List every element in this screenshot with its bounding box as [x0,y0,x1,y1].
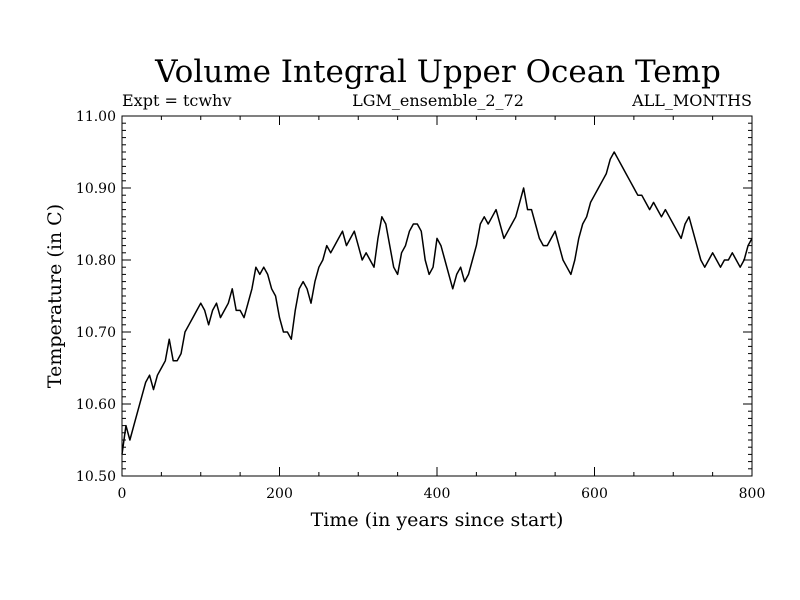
series-line-upper-ocean-temp [121,151,753,455]
y-tick-label: 10.70 [76,325,116,341]
y-tick-label: 10.50 [76,469,116,485]
y-tick-label: 11.00 [76,109,116,125]
y-tick-label: 10.80 [76,253,116,269]
y-tick-label: 10.90 [76,181,116,197]
x-tick-label: 800 [739,486,766,502]
y-tick-labels: 10.50 10.60 10.70 10.80 10.90 11.00 [76,109,116,485]
y-tick-label: 10.60 [76,397,116,413]
x-tick-labels: 0 200 400 600 800 [118,486,766,502]
x-tick-label: 600 [581,486,608,502]
x-tick-label: 0 [118,486,127,502]
subtitle-ensemble: LGM_ensemble_2_72 [352,91,524,110]
x-tick-label: 200 [266,486,293,502]
plot-frame [121,115,753,477]
x-tick-label: 400 [424,486,451,502]
axis-ticks [121,115,753,477]
chart-title: Volume Integral Upper Ocean Temp [154,54,721,90]
subtitle-experiment: Expt = tcwhv [122,91,231,110]
x-axis-label: Time (in years since start) [311,509,564,531]
y-axis-label: Temperature (in C) [44,204,66,388]
subtitle-months: ALL_MONTHS [631,91,752,110]
